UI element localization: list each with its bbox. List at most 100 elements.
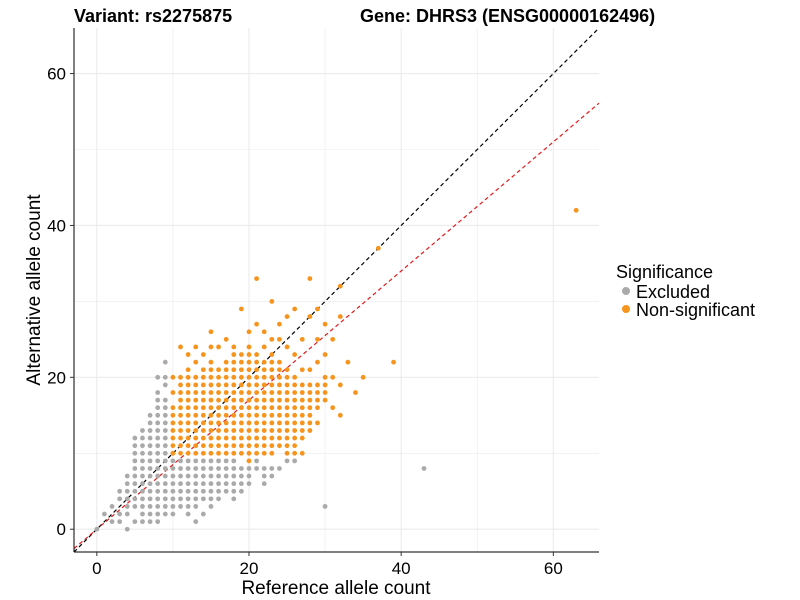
data-point — [277, 390, 282, 395]
data-point — [254, 321, 260, 327]
data-point — [269, 473, 275, 479]
data-point — [162, 428, 168, 433]
data-point — [216, 435, 221, 441]
legend-label-excluded: Excluded — [636, 282, 710, 302]
data-point — [261, 450, 267, 456]
data-point — [208, 382, 214, 388]
data-point — [185, 473, 191, 479]
data-point — [322, 504, 328, 509]
data-point — [292, 390, 298, 395]
data-point — [246, 359, 252, 365]
data-point — [162, 443, 168, 449]
data-point — [155, 519, 161, 525]
data-point — [261, 481, 267, 487]
data-point — [307, 412, 313, 418]
data-point — [193, 420, 199, 426]
data-point — [238, 374, 244, 380]
data-point — [254, 435, 260, 441]
data-point — [170, 511, 176, 517]
data-point — [208, 374, 214, 380]
data-point — [178, 344, 183, 350]
data-point — [147, 458, 153, 464]
data-point — [246, 458, 252, 464]
data-point — [292, 412, 298, 418]
data-point — [147, 466, 153, 471]
data-point — [185, 458, 191, 464]
data-point — [299, 336, 305, 342]
data-point — [140, 473, 145, 479]
data-point — [140, 511, 145, 517]
data-point — [261, 329, 267, 335]
data-point — [238, 352, 244, 357]
data-point — [200, 374, 206, 380]
data-point — [223, 420, 229, 426]
data-point — [162, 481, 168, 487]
data-point — [299, 420, 305, 426]
data-point — [208, 488, 214, 494]
data-point — [330, 405, 336, 411]
data-point — [231, 428, 237, 433]
data-point — [315, 420, 320, 426]
data-point — [193, 344, 199, 350]
data-point — [155, 374, 161, 380]
data-point — [307, 397, 313, 403]
data-point — [269, 443, 275, 449]
data-point — [269, 428, 275, 433]
data-point — [140, 481, 145, 487]
data-point — [246, 473, 252, 479]
data-point — [223, 412, 229, 418]
data-point — [170, 473, 176, 479]
data-point — [231, 443, 237, 449]
x-tick-label: 60 — [544, 559, 563, 578]
data-point — [200, 420, 206, 426]
data-point — [573, 207, 579, 213]
y-tick-label: 0 — [57, 520, 66, 539]
data-point — [200, 428, 206, 433]
data-point — [185, 443, 191, 449]
data-point — [132, 473, 138, 479]
data-point — [292, 374, 298, 380]
data-point — [200, 412, 206, 418]
data-point — [375, 245, 381, 251]
data-point — [208, 390, 214, 395]
data-point — [162, 374, 168, 380]
data-point — [284, 428, 290, 433]
data-point — [193, 382, 199, 388]
data-point — [162, 382, 168, 388]
data-point — [155, 443, 161, 449]
legend-key-non-significant — [622, 305, 630, 313]
data-point — [208, 428, 214, 433]
data-point — [223, 390, 229, 395]
data-point — [261, 473, 267, 479]
data-point — [170, 450, 176, 456]
data-point — [284, 405, 290, 411]
data-point — [216, 481, 221, 487]
data-point — [337, 314, 343, 319]
data-point — [132, 496, 138, 502]
data-point — [322, 390, 328, 395]
data-point — [254, 374, 260, 380]
data-point — [216, 428, 221, 433]
data-point — [315, 359, 320, 365]
data-point — [178, 412, 183, 418]
data-point — [193, 519, 199, 525]
data-point — [155, 435, 161, 441]
data-point — [269, 352, 275, 357]
data-point — [254, 276, 260, 282]
data-point — [178, 390, 183, 395]
data-point — [94, 526, 100, 532]
data-point — [140, 450, 145, 456]
data-point — [140, 488, 145, 494]
data-point — [261, 359, 267, 365]
y-axis-title: Alternative allele count — [24, 194, 45, 386]
data-point — [193, 374, 199, 380]
data-point — [223, 450, 229, 456]
data-point — [254, 443, 260, 449]
data-point — [261, 405, 267, 411]
data-point — [117, 496, 123, 502]
data-point — [269, 397, 275, 403]
reference-line-2 — [73, 102, 600, 550]
data-point — [292, 428, 298, 433]
data-point — [147, 420, 153, 426]
data-point — [277, 336, 282, 342]
